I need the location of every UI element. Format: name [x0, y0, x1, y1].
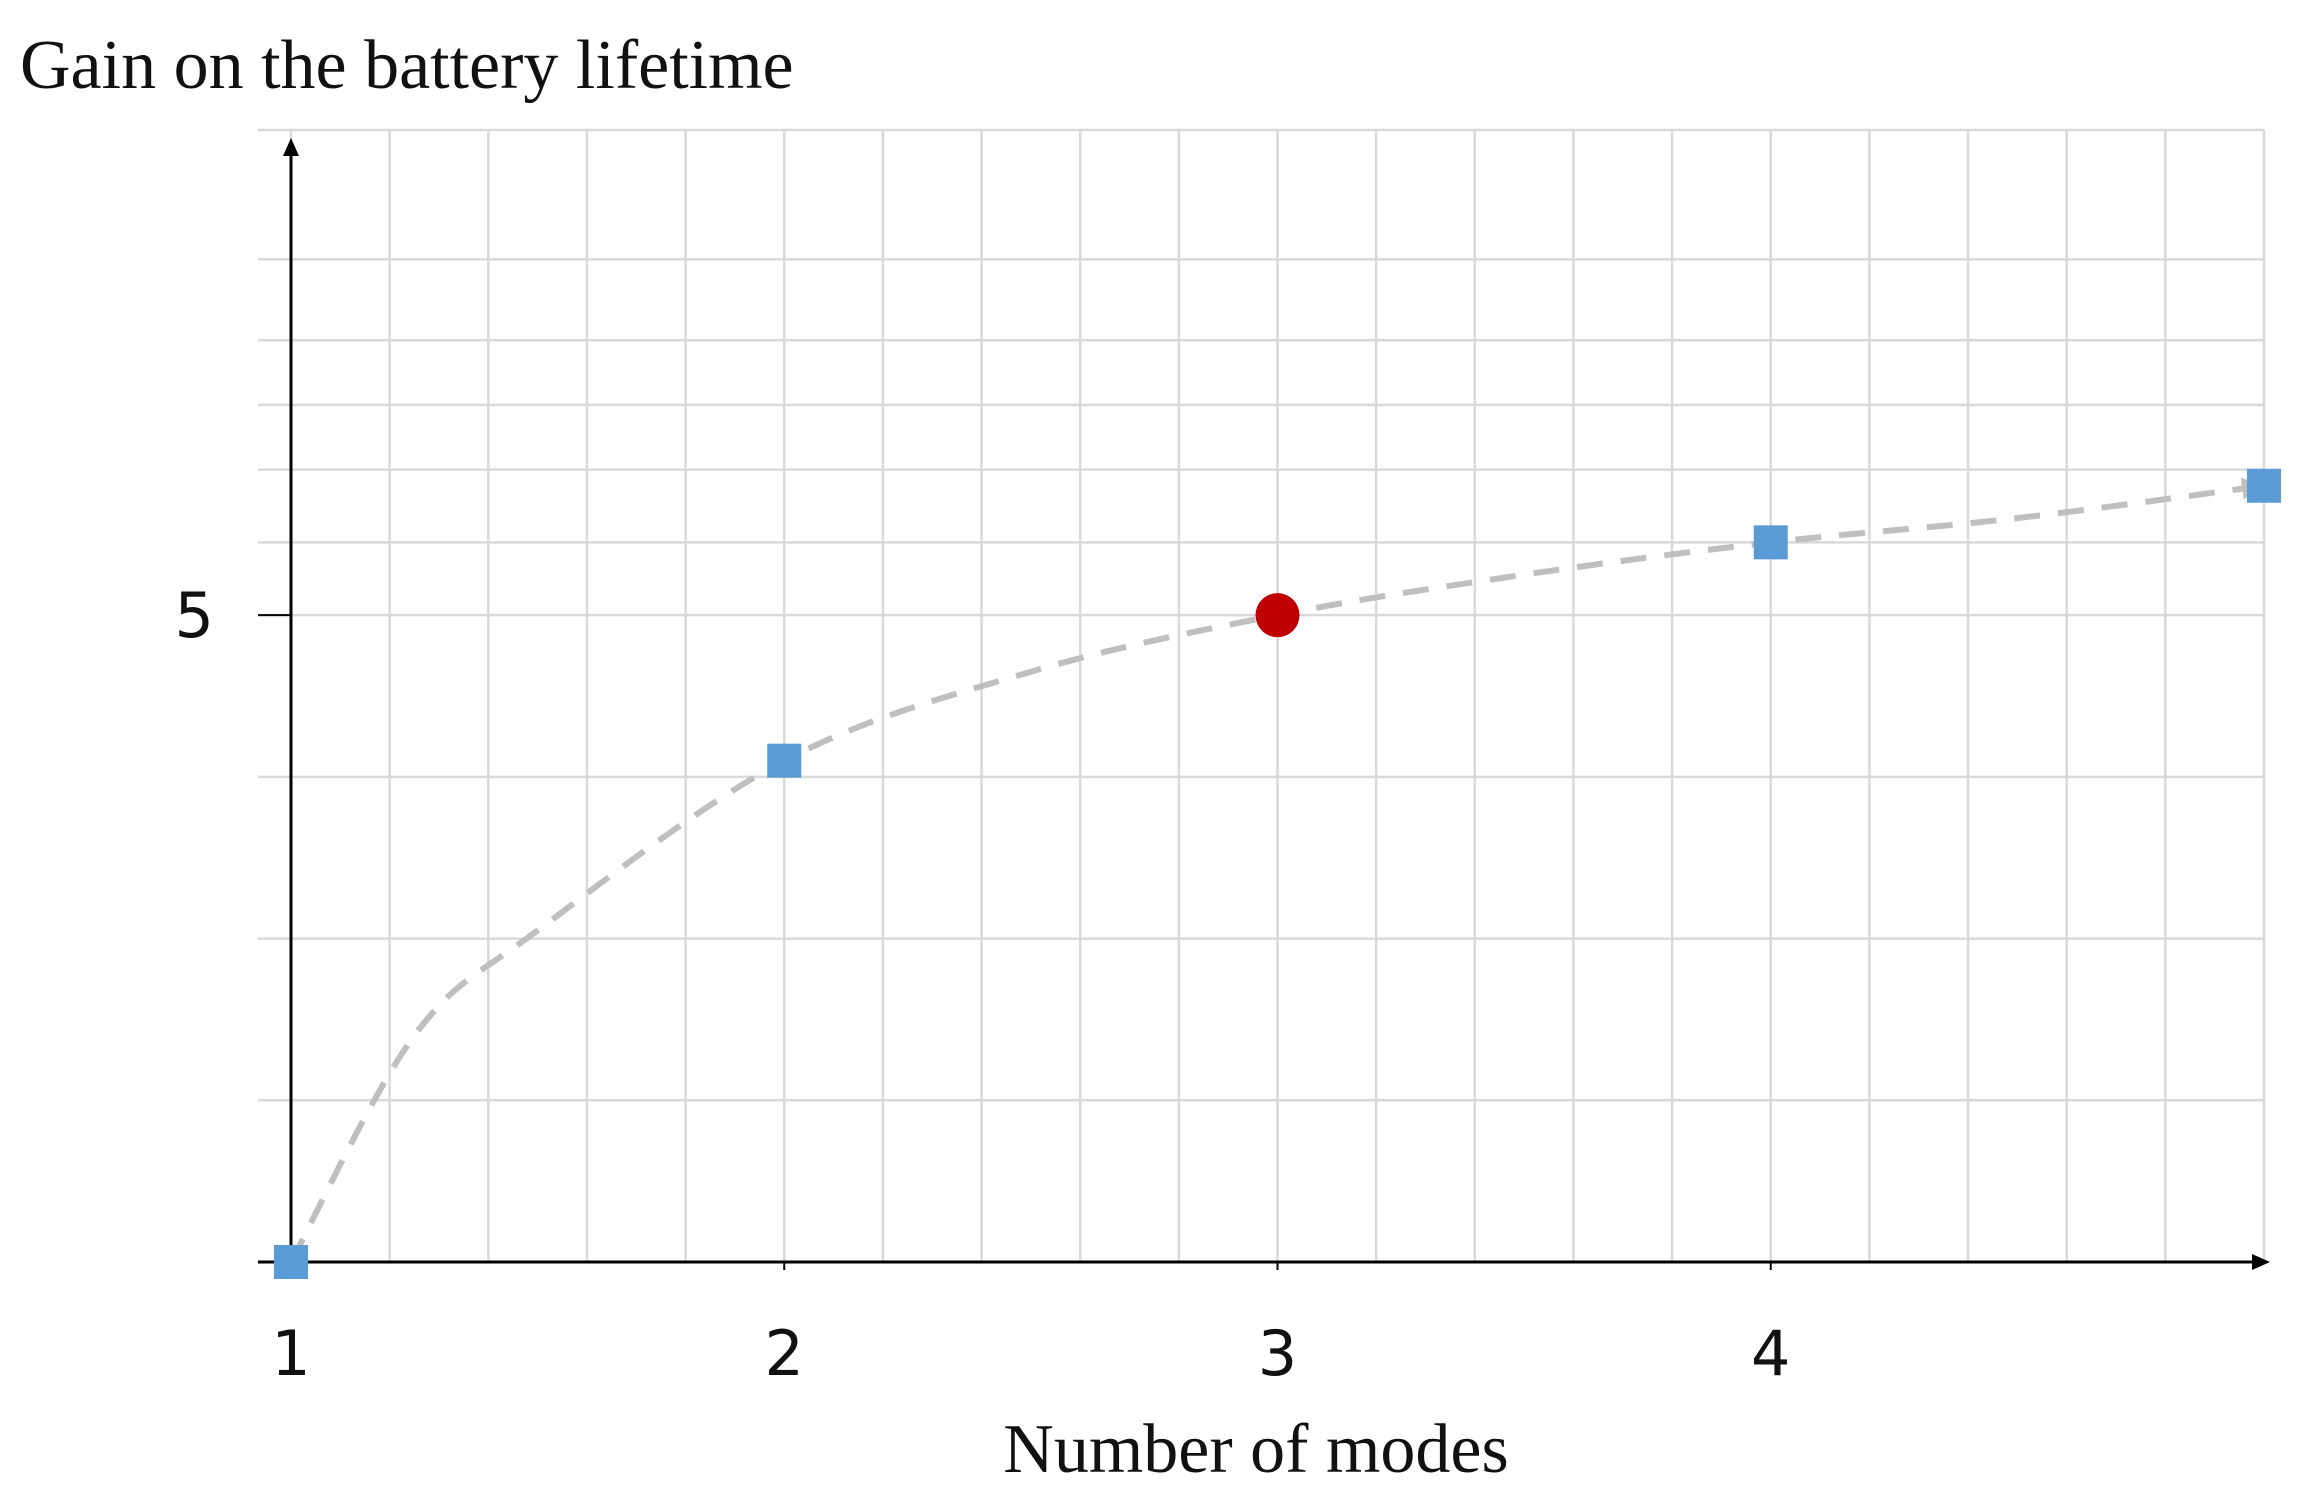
y-axis-label: Gain on the battery lifetime: [20, 27, 794, 104]
x-tick-label: 2: [765, 1317, 804, 1390]
x-tick-label: 3: [1258, 1317, 1297, 1390]
x-axis-label: Number of modes: [1003, 1411, 1508, 1488]
x-axis-arrow-icon: [2252, 1254, 2270, 1270]
data-point-square: [2247, 468, 2281, 503]
data-point-square: [1753, 525, 1788, 560]
data-point-square: [274, 1245, 308, 1279]
data-point-square: [767, 743, 802, 778]
axes: [258, 138, 2270, 1270]
data-points: [274, 468, 2281, 1279]
trend-curve: [288, 482, 2265, 1264]
grid: [258, 128, 2266, 1264]
y-axis-arrow-icon: [283, 138, 299, 156]
y-tick-label: 5: [175, 579, 214, 652]
data-point-circle: [1255, 593, 1300, 638]
ticks: 1 2 3 4 5: [175, 579, 1791, 1390]
x-tick-label: 1: [271, 1317, 310, 1390]
x-tick-label: 4: [1751, 1317, 1790, 1390]
